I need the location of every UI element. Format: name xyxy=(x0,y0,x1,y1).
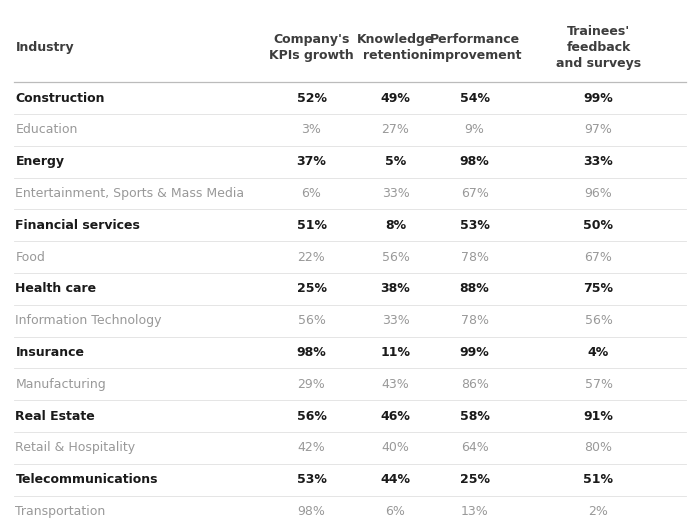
Text: 27%: 27% xyxy=(382,123,409,136)
Text: 53%: 53% xyxy=(297,473,326,486)
Text: Insurance: Insurance xyxy=(15,346,85,359)
Text: 40%: 40% xyxy=(382,441,409,454)
Text: 91%: 91% xyxy=(584,410,613,422)
Text: Information Technology: Information Technology xyxy=(15,314,162,327)
Text: 29%: 29% xyxy=(298,378,326,391)
Text: 5%: 5% xyxy=(385,155,406,168)
Text: 57%: 57% xyxy=(584,378,612,391)
Text: Construction: Construction xyxy=(15,92,105,104)
Text: 49%: 49% xyxy=(381,92,410,104)
Text: 6%: 6% xyxy=(386,505,405,518)
Text: 11%: 11% xyxy=(381,346,410,359)
Text: Real Estate: Real Estate xyxy=(15,410,95,422)
Text: 4%: 4% xyxy=(588,346,609,359)
Text: 98%: 98% xyxy=(297,346,326,359)
Text: 51%: 51% xyxy=(297,219,326,232)
Text: 98%: 98% xyxy=(460,155,489,168)
Text: 25%: 25% xyxy=(460,473,489,486)
Text: 80%: 80% xyxy=(584,441,612,454)
Text: Entertainment, Sports & Mass Media: Entertainment, Sports & Mass Media xyxy=(15,187,244,200)
Text: 67%: 67% xyxy=(461,187,489,200)
Text: 9%: 9% xyxy=(465,123,484,136)
Text: 8%: 8% xyxy=(385,219,406,232)
Text: Performance
improvement: Performance improvement xyxy=(428,33,522,62)
Text: 50%: 50% xyxy=(584,219,613,232)
Text: 75%: 75% xyxy=(584,282,613,295)
Text: Industry: Industry xyxy=(15,41,74,54)
Text: 44%: 44% xyxy=(381,473,410,486)
Text: 58%: 58% xyxy=(460,410,489,422)
Text: Manufacturing: Manufacturing xyxy=(15,378,106,391)
Text: 38%: 38% xyxy=(381,282,410,295)
Text: Retail & Hospitality: Retail & Hospitality xyxy=(15,441,136,454)
Text: 56%: 56% xyxy=(297,410,326,422)
Text: 3%: 3% xyxy=(302,123,321,136)
Text: Education: Education xyxy=(15,123,78,136)
Text: 97%: 97% xyxy=(584,123,612,136)
Text: Financial services: Financial services xyxy=(15,219,140,232)
Text: 25%: 25% xyxy=(297,282,326,295)
Text: 52%: 52% xyxy=(297,92,326,104)
Text: 37%: 37% xyxy=(297,155,326,168)
Text: Health care: Health care xyxy=(15,282,97,295)
Text: 13%: 13% xyxy=(461,505,489,518)
Text: 88%: 88% xyxy=(460,282,489,295)
Text: 99%: 99% xyxy=(584,92,613,104)
Text: 42%: 42% xyxy=(298,441,326,454)
Text: Company's
KPIs growth: Company's KPIs growth xyxy=(269,33,354,62)
Text: 33%: 33% xyxy=(382,187,409,200)
Text: Knowledge
retention: Knowledge retention xyxy=(357,33,434,62)
Text: 86%: 86% xyxy=(461,378,489,391)
Text: 56%: 56% xyxy=(584,314,612,327)
Text: 96%: 96% xyxy=(584,187,612,200)
Text: Trainees'
feedback
and surveys: Trainees' feedback and surveys xyxy=(556,25,641,70)
Text: 98%: 98% xyxy=(298,505,326,518)
Text: Energy: Energy xyxy=(15,155,64,168)
Text: Telecommunications: Telecommunications xyxy=(15,473,158,486)
Text: 54%: 54% xyxy=(460,92,489,104)
Text: 53%: 53% xyxy=(460,219,489,232)
Text: 43%: 43% xyxy=(382,378,409,391)
Text: 56%: 56% xyxy=(382,251,409,263)
Text: 56%: 56% xyxy=(298,314,326,327)
Text: Transportation: Transportation xyxy=(15,505,106,518)
Text: 33%: 33% xyxy=(382,314,409,327)
Text: Food: Food xyxy=(15,251,46,263)
Text: 99%: 99% xyxy=(460,346,489,359)
Text: 33%: 33% xyxy=(584,155,613,168)
Text: 64%: 64% xyxy=(461,441,489,454)
Text: 2%: 2% xyxy=(589,505,608,518)
Text: 22%: 22% xyxy=(298,251,326,263)
Text: 67%: 67% xyxy=(584,251,612,263)
Text: 78%: 78% xyxy=(461,251,489,263)
Text: 78%: 78% xyxy=(461,314,489,327)
Text: 46%: 46% xyxy=(381,410,410,422)
Text: 6%: 6% xyxy=(302,187,321,200)
Text: 51%: 51% xyxy=(584,473,613,486)
